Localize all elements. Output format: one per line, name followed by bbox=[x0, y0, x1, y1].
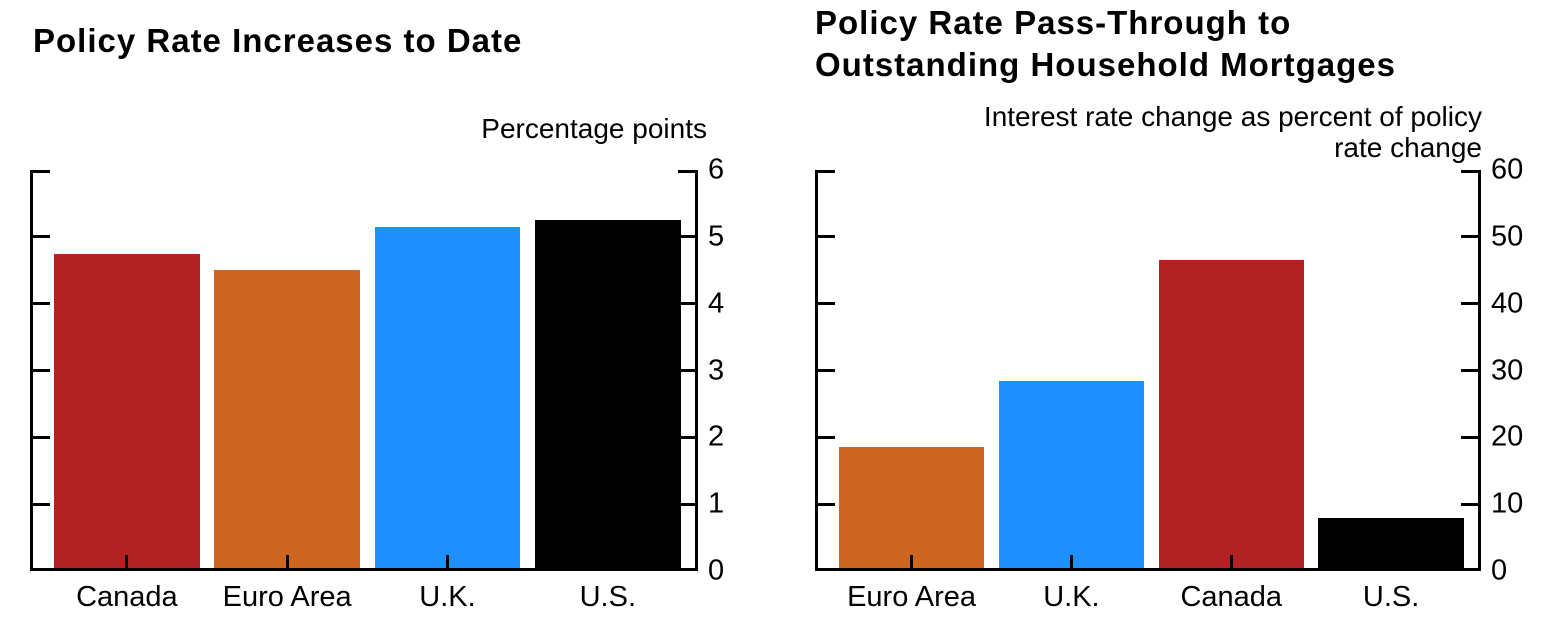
y-axis-tick bbox=[678, 369, 698, 372]
x-axis-line bbox=[30, 568, 698, 571]
plot-area: Canada Euro Area U.K. U.S. 0 1 2 3 4 5 6 bbox=[30, 155, 724, 613]
y-tick-label: 10 bbox=[1491, 487, 1524, 520]
y-axis-tick bbox=[1461, 369, 1481, 372]
chart-panel-policy-rate-pass-through: Policy Rate Pass-Through to Outstanding … bbox=[780, 0, 1559, 626]
y-axis-tick bbox=[1461, 170, 1481, 173]
y-axis-tick bbox=[678, 568, 698, 571]
x-category-label-canada: Canada bbox=[76, 581, 178, 613]
chart-title-line: Policy Rate Pass-Through to bbox=[815, 4, 1292, 41]
y-tick-label: 6 bbox=[708, 153, 725, 186]
x-axis-tick bbox=[1069, 555, 1073, 571]
bar-canada bbox=[54, 253, 200, 571]
y-tick-label: 1 bbox=[708, 487, 725, 520]
y-axis-tick bbox=[678, 435, 698, 439]
y-axis-tick bbox=[1461, 235, 1481, 239]
bar-euro-area bbox=[214, 270, 360, 571]
bar-u-k bbox=[374, 226, 521, 571]
y-axis-tick bbox=[30, 170, 50, 173]
y-axis-tick bbox=[815, 235, 835, 239]
x-axis-tick bbox=[606, 555, 610, 571]
chart-title-line: Policy Rate Increases to Date bbox=[33, 22, 523, 59]
bar-u-s bbox=[535, 220, 681, 571]
y-tick-label: 3 bbox=[708, 354, 725, 386]
y-axis-tick bbox=[815, 369, 835, 372]
y-tick-label: 4 bbox=[708, 287, 725, 320]
y-tick-label: 0 bbox=[708, 554, 725, 587]
bar-u-k bbox=[998, 380, 1144, 571]
y-axis-tick bbox=[678, 302, 698, 306]
y-tick-label: 20 bbox=[1491, 420, 1524, 453]
x-category-label-euro-area: Euro Area bbox=[222, 581, 352, 613]
y-axis-tick bbox=[815, 302, 835, 306]
chart-title: Policy Rate Pass-Through to Outstanding … bbox=[815, 2, 1396, 86]
y-axis-unit-label: Percentage points bbox=[0, 113, 707, 144]
y-axis-tick bbox=[30, 369, 50, 372]
y-axis-unit-line: rate change bbox=[1334, 132, 1482, 163]
chart-title: Policy Rate Increases to Date bbox=[33, 20, 522, 62]
y-tick-label: 40 bbox=[1491, 287, 1524, 320]
y-tick-label: 5 bbox=[708, 220, 725, 253]
x-category-label-euro-area: Euro Area bbox=[847, 581, 977, 613]
bar-euro-area bbox=[838, 447, 985, 571]
y-axis-tick bbox=[1461, 435, 1481, 439]
plot-area: Euro Area U.K. Canada U.S. 0 10 20 30 40 50 60 bbox=[815, 155, 1523, 613]
y-axis-tick bbox=[815, 435, 835, 439]
y-tick-label: 30 bbox=[1491, 354, 1524, 386]
y-axis-tick bbox=[678, 502, 698, 506]
y-axis-tick bbox=[30, 568, 50, 571]
y-axis-tick bbox=[815, 170, 835, 173]
chart-panel-policy-rate-increases: Policy Rate Increases to Date Percentage… bbox=[0, 0, 760, 626]
x-axis-tick bbox=[1229, 555, 1233, 571]
y-tick-label: 50 bbox=[1491, 220, 1524, 253]
x-axis-line bbox=[815, 568, 1481, 571]
y-axis-unit-line: Interest rate change as percent of polic… bbox=[983, 101, 1482, 132]
y-axis-tick bbox=[1461, 302, 1481, 306]
y-tick-label: 0 bbox=[1491, 554, 1508, 587]
x-axis-tick bbox=[285, 555, 289, 571]
x-category-label-u-k: U.K. bbox=[419, 581, 476, 613]
y-axis-tick bbox=[678, 235, 698, 239]
y-axis-unit-line: Percentage points bbox=[481, 113, 707, 144]
y-axis-tick bbox=[1461, 502, 1481, 506]
y-axis-tick bbox=[30, 502, 50, 506]
x-axis-tick bbox=[1389, 555, 1393, 571]
y-axis-tick bbox=[815, 568, 835, 571]
y-axis-tick bbox=[30, 235, 50, 239]
y-tick-label: 2 bbox=[708, 420, 725, 453]
x-category-label-canada: Canada bbox=[1180, 581, 1283, 613]
x-axis-tick bbox=[446, 555, 449, 571]
y-axis-tick bbox=[678, 170, 698, 173]
y-axis-tick bbox=[30, 435, 50, 439]
bar-canada bbox=[1158, 260, 1304, 571]
x-category-label-u-s: U.S. bbox=[1362, 581, 1420, 613]
x-axis-tick bbox=[910, 555, 914, 571]
y-tick-label: 60 bbox=[1491, 153, 1524, 186]
y-axis-tick bbox=[815, 502, 835, 506]
y-axis-tick bbox=[1461, 568, 1481, 571]
x-axis-tick bbox=[125, 555, 129, 571]
x-category-label-u-k: U.K. bbox=[1043, 581, 1100, 613]
x-category-label-u-s: U.S. bbox=[579, 581, 637, 613]
y-axis-tick bbox=[30, 302, 50, 306]
y-axis-unit-label: Interest rate change as percent of polic… bbox=[780, 101, 1482, 163]
chart-title-line: Outstanding Household Mortgages bbox=[815, 46, 1396, 83]
